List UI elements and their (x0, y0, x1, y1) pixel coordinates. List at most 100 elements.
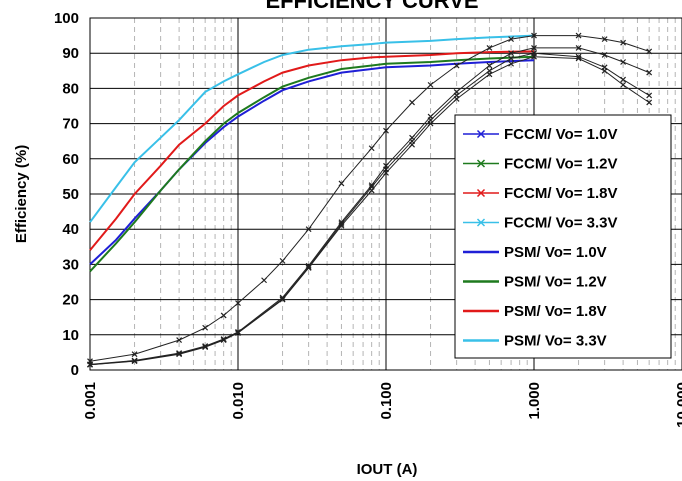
legend-item: PSM/ Vo= 3.3V (463, 333, 607, 350)
y-tick-label: 0 (71, 362, 79, 379)
legend-label: PSM/ Vo= 1.8V (504, 303, 607, 320)
legend-item: FCCM/ Vo= 1.8V (463, 185, 618, 202)
legend-label: FCCM/ Vo= 1.2V (504, 156, 618, 173)
data-point-marker (383, 127, 389, 134)
data-point-marker (531, 44, 537, 51)
data-point-marker (279, 257, 286, 264)
y-tick-label: 80 (62, 80, 79, 97)
data-point-marker (601, 52, 608, 58)
data-point-marker (368, 145, 375, 152)
y-tick-label: 70 (62, 116, 79, 133)
series-group (87, 32, 653, 368)
data-point-marker (620, 76, 627, 83)
data-point-marker (176, 337, 183, 344)
series-line (89, 34, 535, 223)
y-tick-label: 90 (62, 45, 79, 62)
data-point-marker (279, 295, 286, 302)
legend-marker (476, 188, 486, 198)
legend-item: PSM/ Vo= 1.2V (463, 274, 607, 291)
data-point-marker (575, 32, 582, 39)
data-point-marker (383, 162, 389, 169)
data-point-marker (508, 36, 514, 43)
data-point-marker (601, 36, 608, 43)
series-line (89, 35, 650, 362)
data-point-marker (646, 99, 653, 106)
y-tick-label: 100 (54, 10, 79, 27)
data-point-marker (338, 220, 345, 227)
plot-area-frame (89, 17, 682, 371)
data-point-marker (453, 88, 460, 95)
data-point-marker (508, 60, 514, 67)
y-tick-label: 50 (62, 186, 79, 203)
data-point-marker (202, 343, 209, 349)
data-point-marker (220, 336, 227, 342)
legend-item: FCCM/ Vo= 1.0V (463, 126, 618, 143)
data-point-marker (235, 329, 241, 335)
legend-marker (476, 129, 486, 139)
data-point-marker (338, 219, 345, 226)
legend-item: PSM/ Vo= 1.0V (463, 244, 607, 261)
data-point-marker (305, 264, 312, 271)
y-tick-labels: 0 10 20 30 40 50 60 70 80 90 100 (54, 10, 79, 379)
series-markers (87, 44, 653, 368)
data-point-marker (508, 55, 514, 62)
data-point-marker (427, 81, 434, 88)
y-axis-label: Efficiency (%) (13, 145, 30, 243)
legend-label: PSM/ Vo= 3.3V (504, 333, 607, 350)
data-point-marker (131, 351, 138, 358)
x-tick-label: 0.001 (82, 382, 99, 420)
legend-marker (476, 159, 486, 168)
x-axis-label: IOUT (A) (357, 461, 418, 478)
data-point-marker (646, 69, 653, 76)
data-point-marker (646, 92, 653, 99)
data-point-marker (279, 294, 286, 301)
legend-label: PSM/ Vo= 1.0V (504, 244, 607, 261)
data-point-marker (368, 182, 375, 189)
x-tick-label: 0.100 (378, 382, 395, 420)
series-line (89, 55, 535, 273)
data-point-marker (620, 39, 627, 46)
y-tick-label: 20 (62, 292, 79, 309)
data-point-marker (176, 350, 183, 357)
data-point-marker (531, 32, 537, 39)
data-point-marker (131, 357, 138, 364)
legend-marker (476, 218, 486, 227)
data-point-marker (87, 358, 93, 365)
data-point-marker (620, 81, 627, 88)
data-point-marker (601, 64, 608, 71)
legend-item: FCCM/ Vo= 3.3V (463, 215, 618, 232)
data-point-marker (220, 312, 227, 319)
data-point-marker (202, 324, 209, 331)
data-point-marker (427, 113, 434, 120)
legend-box (454, 114, 672, 359)
legend-item: PSM/ Vo= 1.8V (463, 303, 607, 320)
legend-label: FCCM/ Vo= 1.8V (504, 185, 618, 202)
data-point-marker (575, 44, 582, 51)
x-tick-labels: 0.001 0.010 0.100 1.000 10.000 (82, 382, 682, 428)
data-point-marker (646, 48, 653, 55)
x-tick-label: 1.000 (526, 382, 543, 420)
data-point-marker (486, 44, 493, 51)
legend-item: FCCM/ Vo= 1.2V (463, 156, 618, 173)
data-point-marker (305, 226, 312, 233)
data-point-marker (338, 180, 345, 187)
legend-label: FCCM/ Vo= 3.3V (504, 215, 618, 232)
legend: FCCM/ Vo= 1.0V FCCM/ Vo= 1.2V FCCM/ Vo= 1.… (454, 114, 672, 359)
data-point-marker (508, 50, 514, 57)
data-point-marker (235, 300, 241, 307)
data-point-marker (368, 184, 375, 190)
data-point-marker (305, 262, 312, 269)
data-point-marker (575, 53, 582, 60)
data-point-marker (486, 62, 493, 69)
data-point-marker (620, 59, 627, 65)
y-tick-label: 30 (62, 256, 79, 273)
y-tick-label: 10 (62, 327, 79, 344)
data-point-marker (531, 50, 537, 57)
chart-title: EFFICIENCY CURVE (265, 0, 478, 13)
data-point-marker (409, 99, 415, 106)
x-tick-label: 0.010 (230, 382, 247, 420)
legend-label: PSM/ Vo= 1.2V (504, 274, 607, 291)
legend-label: FCCM/ Vo= 1.0V (504, 126, 618, 143)
series-line (89, 50, 535, 251)
